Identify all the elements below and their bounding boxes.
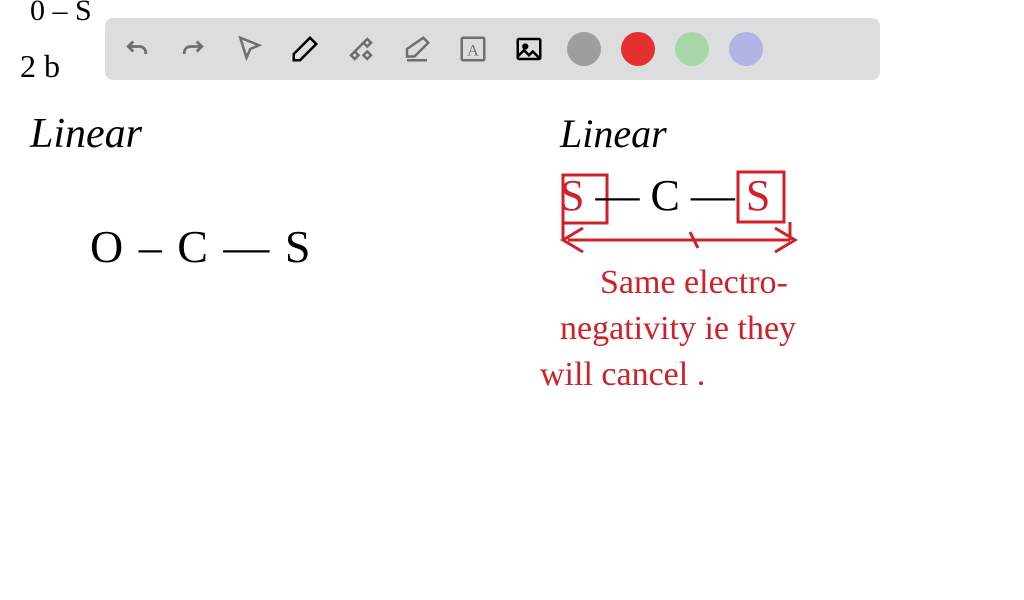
color-purple[interactable] bbox=[729, 32, 763, 66]
color-green[interactable] bbox=[675, 32, 709, 66]
undo-button[interactable] bbox=[119, 31, 155, 67]
explain-line-2: negativity ie they bbox=[560, 306, 796, 352]
svg-text:A: A bbox=[467, 41, 479, 59]
explain-line-3: will cancel . bbox=[540, 352, 796, 398]
scs-s-left: S bbox=[560, 171, 584, 220]
eraser-tool[interactable] bbox=[399, 31, 435, 67]
pointer-tool[interactable] bbox=[231, 31, 267, 67]
svg-text:0 – S: 0 – S bbox=[30, 0, 92, 27]
note-left-formula: O – C — S bbox=[90, 220, 312, 273]
color-red[interactable] bbox=[621, 32, 655, 66]
pen-tool[interactable] bbox=[287, 31, 323, 67]
explain-line-1: Same electro- bbox=[600, 260, 796, 306]
image-tool[interactable] bbox=[511, 31, 547, 67]
tools-menu[interactable] bbox=[343, 31, 379, 67]
note-scs: S — C — S bbox=[560, 170, 770, 221]
redo-button[interactable] bbox=[175, 31, 211, 67]
scs-mid: — C — bbox=[584, 171, 745, 220]
text-tool[interactable]: A bbox=[455, 31, 491, 67]
whiteboard-canvas: 0 – S bbox=[0, 0, 1024, 600]
scs-s-right: S bbox=[746, 171, 770, 220]
note-left-partial: 2 b bbox=[20, 48, 60, 85]
drawing-toolbar: A bbox=[105, 18, 880, 80]
color-gray[interactable] bbox=[567, 32, 601, 66]
note-explain: Same electro- negativity ie they will ca… bbox=[600, 260, 796, 398]
note-left-linear: Linear bbox=[30, 110, 142, 158]
note-right-linear: Linear bbox=[560, 110, 667, 157]
